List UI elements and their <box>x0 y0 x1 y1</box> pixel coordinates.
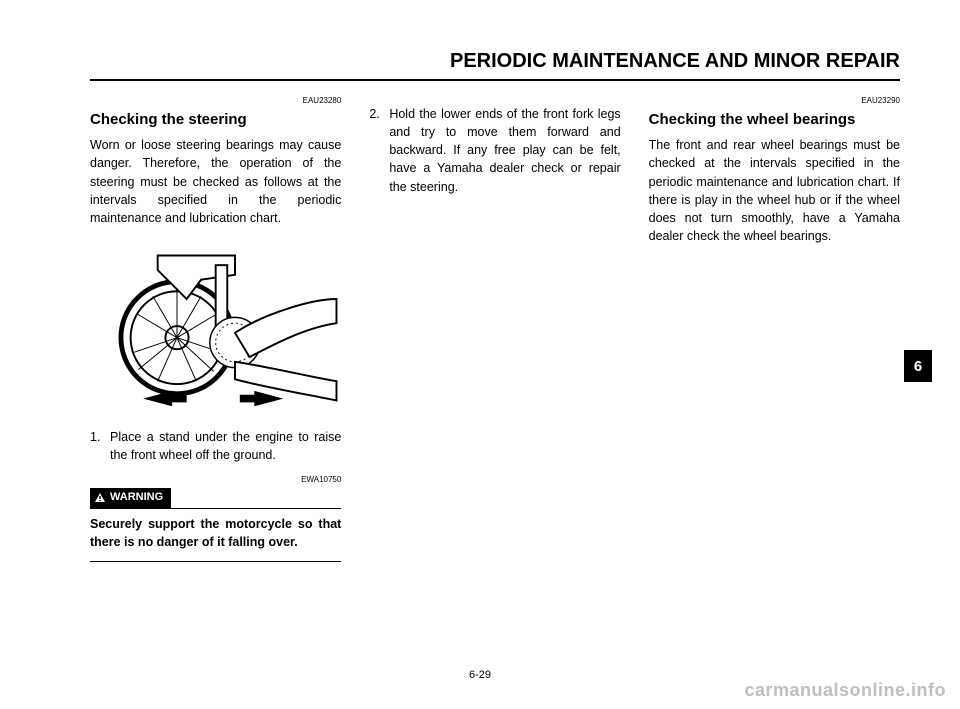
wheel-bearings-paragraph: The front and rear wheel bearings must b… <box>649 136 900 245</box>
content-columns: EAU23280 Checking the steering Worn or l… <box>90 95 900 562</box>
section-title-steering: Checking the steering <box>90 109 341 131</box>
column-3: EAU23290 Checking the wheel bearings The… <box>649 95 900 562</box>
ref-code-2: EAU23290 <box>649 95 900 107</box>
step-2-number: 2. <box>369 105 389 196</box>
watermark: carmanualsonline.info <box>744 680 946 701</box>
warning-underline <box>90 508 341 509</box>
warning-icon <box>94 492 106 504</box>
step-2-text: Hold the lower ends of the front fork le… <box>389 105 620 196</box>
warning-badge: WARNING <box>90 488 171 508</box>
step-2: 2. Hold the lower ends of the front fork… <box>369 105 620 196</box>
step-1-number: 1. <box>90 428 110 464</box>
step-1: 1. Place a stand under the engine to rai… <box>90 428 341 464</box>
column-1: EAU23280 Checking the steering Worn or l… <box>90 95 341 562</box>
warning-label: WARNING <box>110 490 163 506</box>
warning-heading-row: WARNING <box>90 488 341 509</box>
warning-bottom-rule <box>90 561 341 562</box>
column-2: 2. Hold the lower ends of the front fork… <box>369 95 620 562</box>
intro-paragraph: Worn or loose steering bearings may caus… <box>90 136 341 227</box>
section-title-wheel-bearings: Checking the wheel bearings <box>649 109 900 131</box>
ref-code: EAU23280 <box>90 95 341 107</box>
steering-check-illustration <box>90 243 341 413</box>
chapter-number: 6 <box>914 358 922 375</box>
page-title: PERIODIC MAINTENANCE AND MINOR REPAIR <box>90 50 900 81</box>
manual-page: PERIODIC MAINTENANCE AND MINOR REPAIR EA… <box>0 0 960 709</box>
warning-ref-code: EWA10750 <box>90 474 341 486</box>
chapter-tab: 6 <box>904 350 932 382</box>
warning-text: Securely support the motorcycle so that … <box>90 515 341 551</box>
step-1-text: Place a stand under the engine to raise … <box>110 428 341 464</box>
